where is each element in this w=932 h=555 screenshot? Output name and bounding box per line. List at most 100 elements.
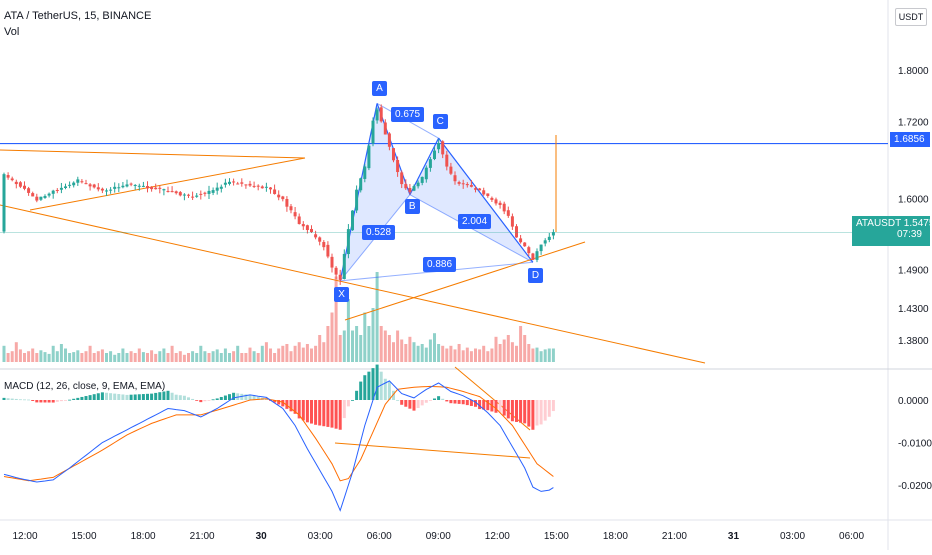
volume-bar (68, 353, 72, 362)
candle-body (166, 191, 170, 193)
pattern-triangle-bcd (409, 138, 533, 263)
candle-body (244, 184, 248, 186)
macd-histogram-bar (478, 400, 482, 410)
volume-bar (297, 342, 301, 362)
macd-histogram-bar (437, 396, 441, 400)
volume-bar (519, 326, 523, 362)
macd-histogram-bar (387, 381, 391, 400)
volume-bar (326, 326, 330, 362)
macd-histogram-bar (84, 396, 88, 400)
volume-bar (43, 352, 47, 362)
volume-bar (375, 272, 379, 362)
macd-layer (2, 364, 555, 512)
volume-bar (31, 348, 35, 362)
time-tick-label: 21:00 (662, 531, 687, 542)
macd-histogram-bar (375, 364, 379, 400)
volume-bar (346, 299, 350, 362)
volume-bar (96, 351, 100, 362)
volume-bar (408, 336, 412, 362)
candle-body (121, 185, 125, 188)
macd-histogram-bar (150, 393, 154, 400)
ratio-label-ac: 0.675 (391, 107, 425, 122)
volume-bar (318, 335, 322, 362)
macd-histogram-bar (531, 400, 535, 430)
candle-body (211, 190, 215, 193)
volume-bar (39, 350, 43, 362)
macd-histogram-bar (457, 400, 461, 404)
candle-body (342, 253, 346, 280)
macd-histogram-bar (519, 400, 523, 423)
pattern-point-b: B (404, 198, 420, 214)
candle-body (392, 148, 395, 161)
candle-body (396, 159, 400, 173)
volume-bar (129, 351, 133, 362)
macd-histogram-bar (96, 393, 100, 400)
macd-histogram-bar (404, 400, 408, 407)
volume-bar (228, 353, 231, 362)
candle-body (59, 187, 63, 190)
price-tick-label: 1.4900 (898, 265, 929, 276)
volume-bar (305, 344, 309, 362)
volume-bar (162, 348, 166, 362)
time-tick-label: 15:00 (544, 531, 569, 542)
bar-countdown: 07:39 (896, 229, 922, 240)
macd-histogram-bar (31, 400, 35, 401)
candle-body (379, 107, 383, 122)
volume-bar (392, 342, 395, 362)
volume-bar (506, 335, 510, 362)
volume-bar (449, 345, 453, 362)
volume-bar (486, 351, 490, 362)
time-tick-label: 30 (256, 531, 268, 542)
volume-bar (154, 353, 158, 362)
volume-bar (100, 349, 104, 362)
macd-histogram-bar (158, 392, 162, 400)
volume-bar (379, 326, 383, 362)
candle-body (433, 150, 436, 160)
candle-body (72, 182, 76, 186)
volume-bar (264, 342, 268, 362)
volume-bar (531, 348, 535, 362)
candle-body (117, 187, 121, 189)
candle-body (203, 192, 207, 194)
macd-histogram-bar (170, 392, 174, 400)
macd-histogram-bar (359, 381, 363, 400)
volume-bar (424, 347, 428, 362)
volume-bar (363, 312, 367, 362)
volume-bar (269, 348, 272, 362)
macd-histogram-bar (351, 400, 354, 401)
price-tick-label: 1.6000 (898, 195, 929, 206)
volume-bar (428, 339, 432, 362)
candle-body (527, 247, 531, 254)
volume-bar (35, 353, 39, 362)
volume-bar (330, 312, 334, 362)
candle-body (297, 216, 301, 224)
volume-bar (535, 347, 539, 362)
macd-histogram-bar (80, 396, 84, 400)
candle-body (322, 242, 326, 248)
candle-body (523, 242, 527, 247)
candle-body (375, 109, 379, 121)
volume-bar (133, 353, 137, 362)
macd-histogram-bar (14, 398, 18, 400)
price-tick-label: 1.7200 (898, 117, 929, 128)
candle-body (404, 184, 408, 189)
candle-body (314, 234, 318, 238)
volume-bar (207, 353, 211, 362)
macd-histogram-bar (199, 400, 203, 403)
volume-bar (23, 353, 26, 362)
volume-bar (322, 342, 326, 362)
macd-histogram-bar (371, 368, 375, 400)
macd-histogram-bar (383, 378, 387, 400)
volume-bar (437, 344, 441, 362)
harmonic-pattern-layer (339, 102, 534, 282)
candle-body (531, 253, 535, 260)
candle-body (318, 237, 322, 242)
candle-body (113, 186, 117, 189)
volume-bar (543, 349, 547, 362)
currency-button[interactable]: USDT (895, 8, 927, 26)
candle-body (453, 175, 457, 182)
macd-histogram-bar (334, 400, 338, 429)
macd-histogram-bar (363, 375, 367, 400)
